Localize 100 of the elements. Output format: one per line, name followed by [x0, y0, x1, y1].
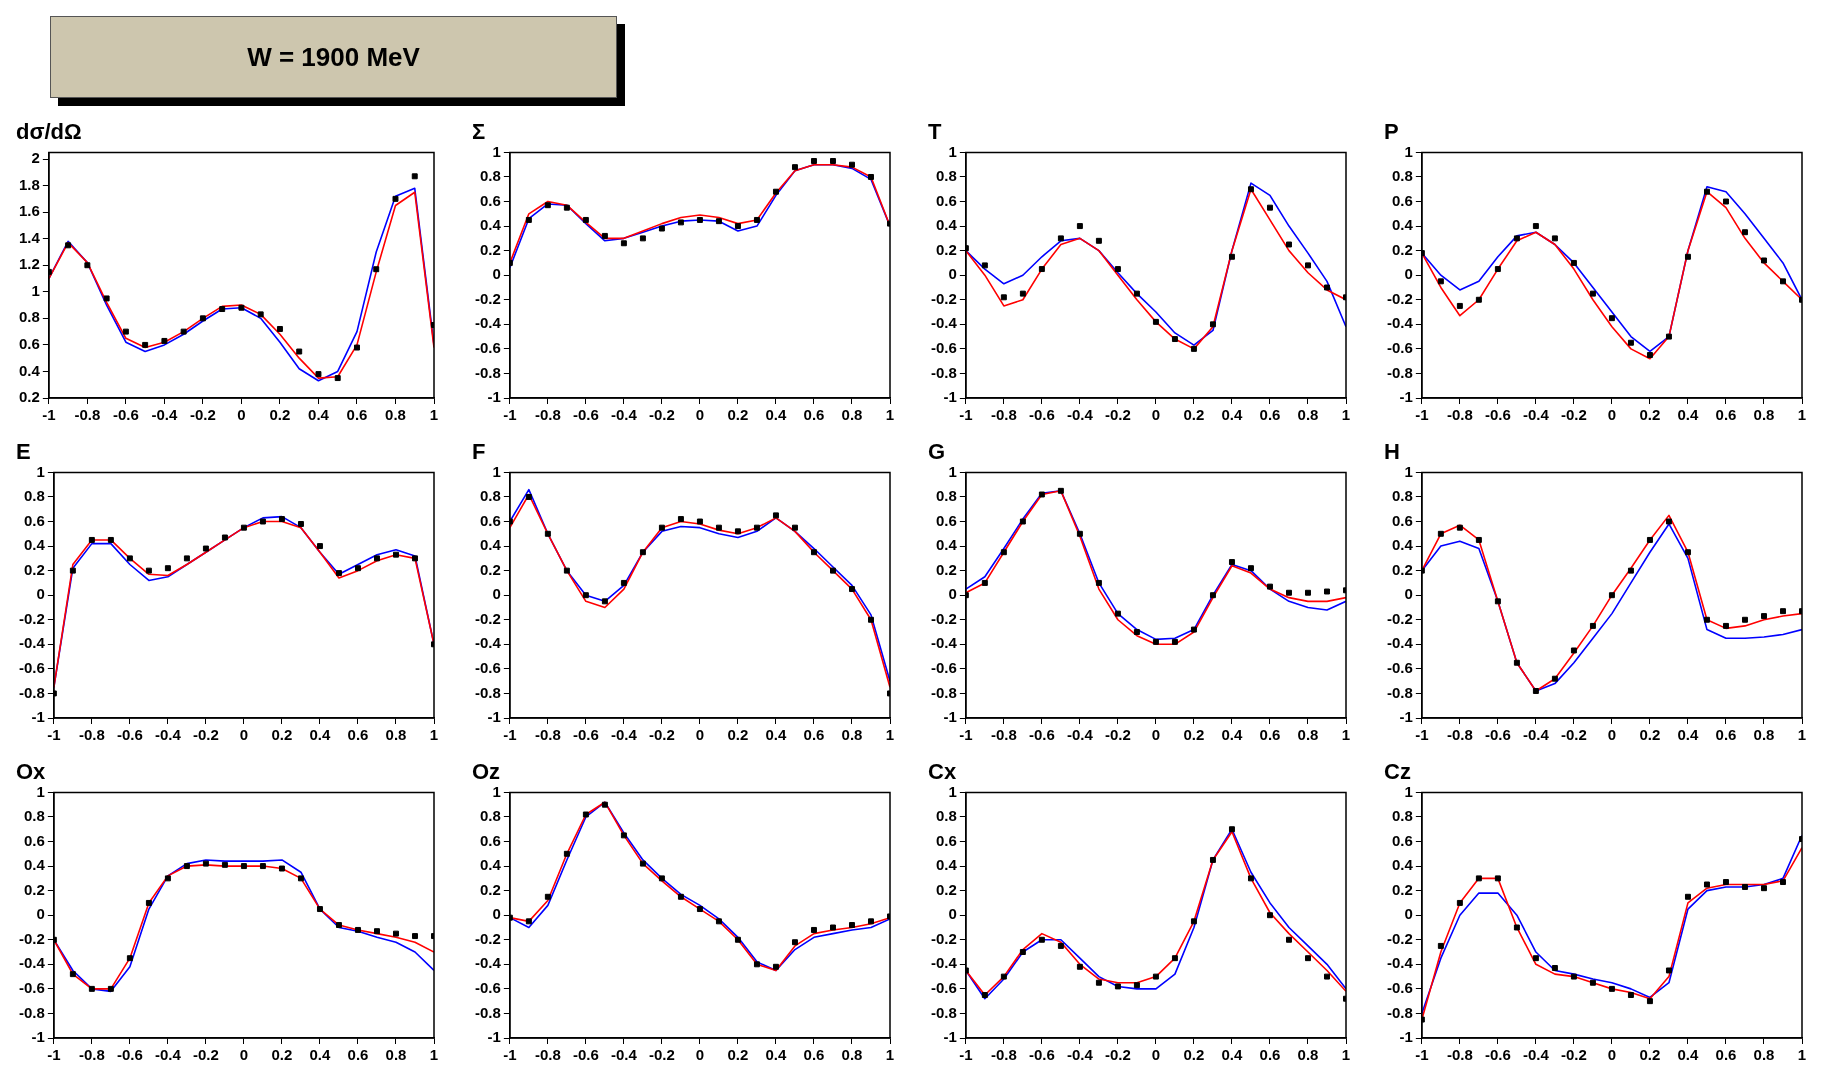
x-tick-label: -0.6	[1028, 406, 1055, 424]
point	[412, 933, 418, 940]
x-tick-label: 0.4	[1221, 726, 1244, 744]
point	[639, 549, 646, 556]
x-tick-label: 0	[239, 726, 249, 744]
point	[639, 860, 646, 867]
x-tick-label: -0.8	[1446, 406, 1473, 424]
point	[1057, 235, 1064, 242]
y-tick-label: 1	[1404, 782, 1413, 800]
point	[393, 930, 399, 937]
point	[1608, 315, 1615, 322]
x-tick-label: -0.8	[1446, 1046, 1473, 1064]
point	[620, 579, 627, 586]
x-tick-label: 0.4	[765, 406, 788, 424]
x-tick-label: -0.2	[1104, 406, 1131, 424]
point	[1057, 942, 1064, 949]
point	[1038, 491, 1045, 498]
point	[1190, 345, 1197, 352]
x-tick-label: 0	[1607, 1046, 1617, 1064]
point	[88, 985, 95, 992]
x-tick-label: 0.6	[803, 1046, 825, 1064]
x-tick-label: 1	[885, 406, 895, 424]
point	[1305, 955, 1311, 962]
x-tick-label: 0.4	[765, 726, 788, 744]
x-tick-label: 0.2	[727, 406, 749, 424]
point	[1305, 262, 1311, 269]
y-tick-label: 0.4	[1391, 856, 1414, 874]
point	[199, 315, 206, 322]
y-tick-label: -0.6	[1386, 979, 1413, 997]
point	[1133, 290, 1140, 297]
x-tick-label: -0.4	[1522, 726, 1550, 744]
y-tick-label: -0.8	[930, 363, 957, 381]
point	[221, 861, 228, 868]
point	[1570, 973, 1577, 980]
point	[1589, 979, 1596, 986]
point	[411, 173, 418, 180]
x-tick-label: -0.2	[1560, 1046, 1587, 1064]
point	[1171, 336, 1178, 343]
x-tick-label: -0.6	[1484, 1046, 1511, 1064]
y-tick-label: 1	[1404, 142, 1413, 160]
x-tick-label: -0.4	[610, 726, 638, 744]
point	[1114, 983, 1121, 990]
y-tick-label: 1.2	[18, 255, 40, 273]
point	[374, 928, 380, 935]
point	[354, 344, 360, 351]
y-tick-label: 0.6	[479, 831, 501, 849]
x-tick-label: -1	[1415, 1046, 1429, 1064]
point	[1305, 589, 1311, 596]
point	[183, 863, 190, 870]
y-tick-label: 0.8	[479, 807, 501, 825]
point	[1608, 592, 1615, 599]
y-tick-label: 0.2	[23, 880, 45, 898]
point	[1076, 530, 1083, 537]
point	[1665, 333, 1672, 340]
y-tick-label: -0.4	[18, 954, 46, 972]
chart-title: Σ	[472, 119, 486, 145]
y-tick-label: 2	[31, 149, 40, 167]
y-tick-label: -0.2	[930, 929, 957, 947]
chart-title: Cx	[928, 759, 957, 785]
x-tick-label: -0.2	[648, 726, 675, 744]
y-tick-label: 0.6	[935, 191, 957, 209]
x-tick-label: -0.6	[1028, 1046, 1055, 1064]
point	[1247, 875, 1254, 882]
y-tick-label: -0.6	[18, 659, 45, 677]
text: W = 1900 MeV	[247, 41, 420, 73]
point	[1038, 266, 1045, 273]
point	[1684, 549, 1691, 556]
point	[811, 158, 817, 164]
y-tick-label: 1.8	[18, 175, 40, 193]
y-tick-label: -0.2	[474, 609, 501, 627]
y-tick-label: -0.8	[930, 1003, 957, 1021]
x-tick-label: 0.2	[1183, 726, 1205, 744]
point	[65, 242, 72, 249]
point	[183, 555, 190, 562]
point	[1475, 296, 1482, 303]
point	[1076, 223, 1083, 230]
point	[525, 216, 532, 223]
point	[791, 164, 798, 171]
y-tick-label: -0.8	[474, 683, 501, 701]
point	[1437, 530, 1444, 537]
point	[1494, 875, 1501, 882]
y-tick-label: -1	[31, 708, 45, 726]
x-tick-label: 0.4	[1677, 406, 1700, 424]
point	[715, 918, 722, 925]
x-tick-label: -0.4	[154, 726, 182, 744]
point	[1723, 622, 1729, 629]
x-tick-label: -0.6	[1484, 726, 1511, 744]
point	[1551, 235, 1558, 242]
point	[276, 325, 283, 332]
point	[1627, 567, 1634, 574]
x-tick-label: -1	[47, 726, 61, 744]
point	[1019, 518, 1026, 525]
x-tick-label: 0.4	[1677, 726, 1700, 744]
point	[1247, 565, 1254, 572]
y-tick-label: 0.6	[935, 511, 957, 529]
x-tick-label: 0.6	[347, 726, 369, 744]
point	[563, 567, 570, 574]
y-tick-label: -0.8	[18, 683, 45, 701]
x-tick-label: 0	[1151, 726, 1161, 744]
y-tick-label: 0.4	[479, 536, 502, 554]
